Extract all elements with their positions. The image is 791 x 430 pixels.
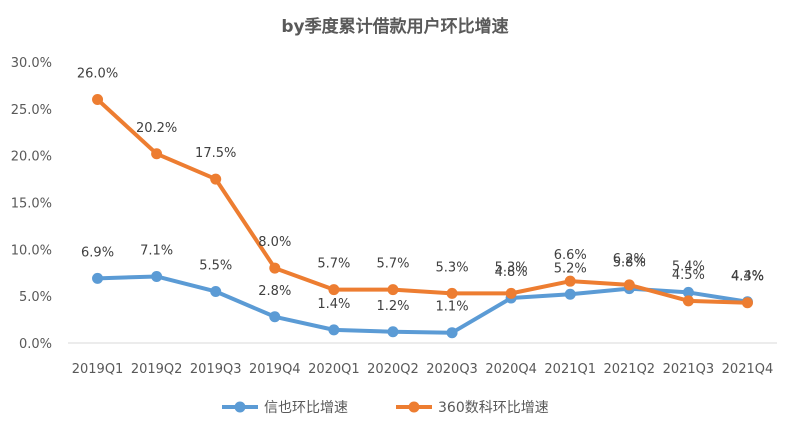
x-tick-label: 2021Q1 [544,362,596,377]
data-label: 7.1% [140,243,173,258]
data-point [623,279,635,291]
data-label: 5.7% [376,257,409,272]
data-labels: 6.9% 7.1% 5.5% 2.8% 1.4% 1.2% 1.1% 4.8% 5.2% 5.8%… [77,66,764,314]
data-point [92,93,104,105]
y-tick-label: 5.0% [19,290,52,305]
plot-area [92,93,753,339]
x-tick-label: 2021Q4 [722,362,774,377]
legend-label-2: 360数科环比增速 [438,400,549,416]
data-label: 4.5% [672,268,705,283]
data-point [564,288,576,300]
data-point [446,287,458,299]
data-point [328,324,340,336]
data-label: 6.2% [613,252,646,267]
data-point [269,311,281,323]
data-label: 5.3% [436,260,469,275]
chart-title: by季度累计借款用户环比增速 [281,16,508,37]
data-label: 5.5% [199,258,232,273]
data-point [92,272,104,284]
data-point [682,286,694,298]
data-label: 6.6% [554,248,587,263]
x-tick-label: 2019Q1 [72,362,124,377]
y-tick-label: 10.0% [11,243,52,258]
data-point [446,327,458,339]
data-point [328,284,340,296]
data-label: 26.0% [77,66,118,81]
x-tick-label: 2020Q1 [308,362,360,377]
legend: 信也环比增速 360数科环比增速 [222,400,549,416]
data-label: 1.4% [317,297,350,312]
y-tick-label: 30.0% [11,56,52,71]
x-tick-label: 2021Q3 [663,362,715,377]
data-label: 17.5% [195,146,236,161]
y-tick-label: 0.0% [19,337,52,352]
x-tick-label: 2020Q3 [426,362,478,377]
y-axis: 0.0% 5.0% 10.0% 15.0% 20.0% 25.0% 30.0% [11,56,52,352]
x-tick-label: 2020Q4 [485,362,537,377]
data-point [151,148,163,160]
series-line-2 [95,97,750,305]
data-label: 6.9% [81,245,114,260]
data-point [505,287,517,299]
data-label: 20.2% [136,121,177,136]
legend-marker-1 [234,401,246,413]
x-tick-label: 2019Q4 [249,362,301,377]
data-point [387,326,399,338]
data-point [564,275,576,287]
legend-label-1: 信也环比增速 [264,400,348,416]
data-point [151,270,163,282]
series-line-1 [95,274,750,335]
data-label: 4.4% [731,269,764,284]
y-tick-label: 15.0% [11,197,52,212]
data-label: 5.8% [613,256,646,271]
data-label: 4.3% [731,270,764,285]
data-label: 5.2% [554,261,587,276]
legend-marker-2 [408,401,420,413]
x-tick-label: 2020Q2 [367,362,419,377]
data-point [210,285,222,297]
data-label: 4.8% [495,265,528,280]
data-label: 8.0% [258,235,291,250]
data-label: 1.1% [436,300,469,315]
data-point [269,262,281,274]
data-label: 2.8% [258,284,291,299]
data-point [387,284,399,296]
data-label: 1.2% [376,299,409,314]
data-point [210,173,222,185]
x-tick-label: 2019Q2 [131,362,183,377]
data-label: 5.4% [672,259,705,274]
y-tick-label: 25.0% [11,103,52,118]
y-tick-label: 20.0% [11,150,52,165]
x-axis: 2019Q1 2019Q2 2019Q3 2019Q4 2020Q1 2020Q2 2020… [72,362,774,377]
data-point [741,297,753,309]
data-point [682,295,694,307]
data-label: 5.7% [317,257,350,272]
data-label: 5.3% [495,260,528,275]
x-tick-label: 2019Q3 [190,362,242,377]
x-tick-label: 2021Q2 [603,362,655,377]
